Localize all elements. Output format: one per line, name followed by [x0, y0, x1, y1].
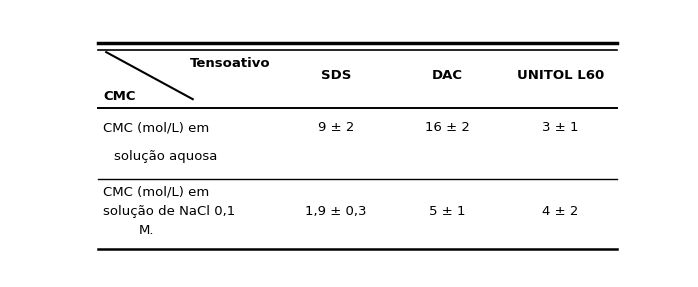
Text: 9 ± 2: 9 ± 2 [318, 121, 355, 134]
Text: UNITOL L60: UNITOL L60 [517, 69, 604, 82]
Text: CMC (mol/L) em: CMC (mol/L) em [103, 185, 209, 198]
Text: CMC: CMC [103, 90, 136, 103]
Text: 1,9 ± 0,3: 1,9 ± 0,3 [305, 205, 367, 218]
Text: M.: M. [139, 224, 154, 237]
Text: SDS: SDS [321, 69, 351, 82]
Text: 16 ± 2: 16 ± 2 [424, 121, 470, 134]
Text: 4 ± 2: 4 ± 2 [542, 205, 579, 218]
Text: Tensoativo: Tensoativo [190, 57, 271, 71]
Text: solução de NaCl 0,1: solução de NaCl 0,1 [103, 205, 236, 218]
Text: DAC: DAC [431, 69, 463, 82]
Text: solução aquosa: solução aquosa [114, 150, 218, 163]
Text: 3 ± 1: 3 ± 1 [542, 121, 579, 134]
Text: CMC (mol/L) em: CMC (mol/L) em [103, 121, 209, 134]
Text: 5 ± 1: 5 ± 1 [429, 205, 466, 218]
